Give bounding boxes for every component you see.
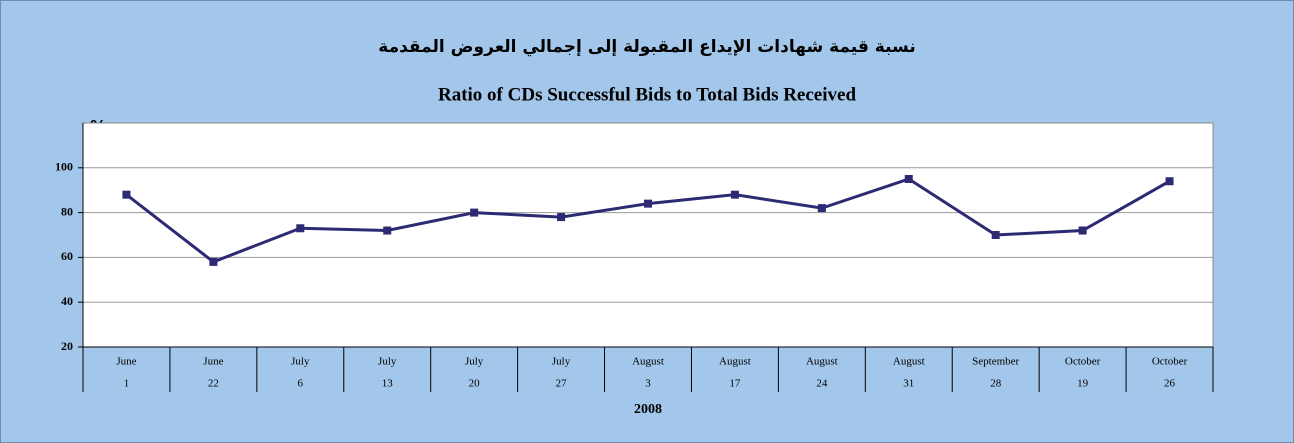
marker [557,213,566,222]
x-tick-label: August [719,356,751,368]
marker [991,231,1000,239]
x-tick-label: October [1065,356,1101,368]
x-tick-label: 26 [1164,378,1176,390]
x-tick-label: July [291,356,310,368]
marker [904,175,913,183]
x-tick-label: August [893,356,925,368]
x-tick-label: August [632,356,664,368]
x-tick-label: 27 [556,378,568,390]
x-tick-label: July [465,356,484,368]
marker [470,208,479,217]
chart-title: Ratio of CDs Successful Bids to Total Bi… [438,84,856,105]
x-tick-label: October [1152,356,1188,368]
x-tick-label: 13 [382,378,394,390]
x-tick-label: July [378,356,397,368]
x-tick-label: July [552,356,571,368]
marker [644,199,652,208]
x-tick-label: 17 [729,378,741,390]
marker [1078,226,1087,235]
x-tick-label: 19 [1077,378,1089,390]
x-tick-label: 22 [208,378,219,390]
y-tick-label: 100 [55,160,73,174]
x-group-label: 2008 [634,402,662,417]
x-tick-label: 31 [903,378,914,390]
y-tick-label: 20 [61,339,73,353]
x-tick-label: August [806,356,838,368]
marker [817,204,826,213]
x-tick-label: 20 [469,378,481,390]
chart-title-arabic: نسبة قيمة شهادات الإيداع المقبولة إلى إج… [378,37,915,57]
y-tick-label: 40 [61,294,73,308]
x-tick-label: 28 [990,378,1002,390]
marker [730,190,739,199]
marker [122,190,131,199]
marker [209,257,218,266]
y-tick-label: 60 [61,249,73,263]
y-tick-label: 80 [61,204,73,218]
x-tick-label: June [116,356,136,368]
x-tick-label: 6 [298,378,304,390]
x-tick-label: 24 [816,378,828,390]
x-tick-label: 3 [645,378,651,390]
x-tick-label: June [203,356,223,368]
x-tick-label: 1 [124,378,130,390]
plot-area [82,122,1214,348]
x-tick-label: September [972,356,1019,368]
marker [383,226,392,235]
marker [296,224,305,233]
marker [1165,177,1174,186]
